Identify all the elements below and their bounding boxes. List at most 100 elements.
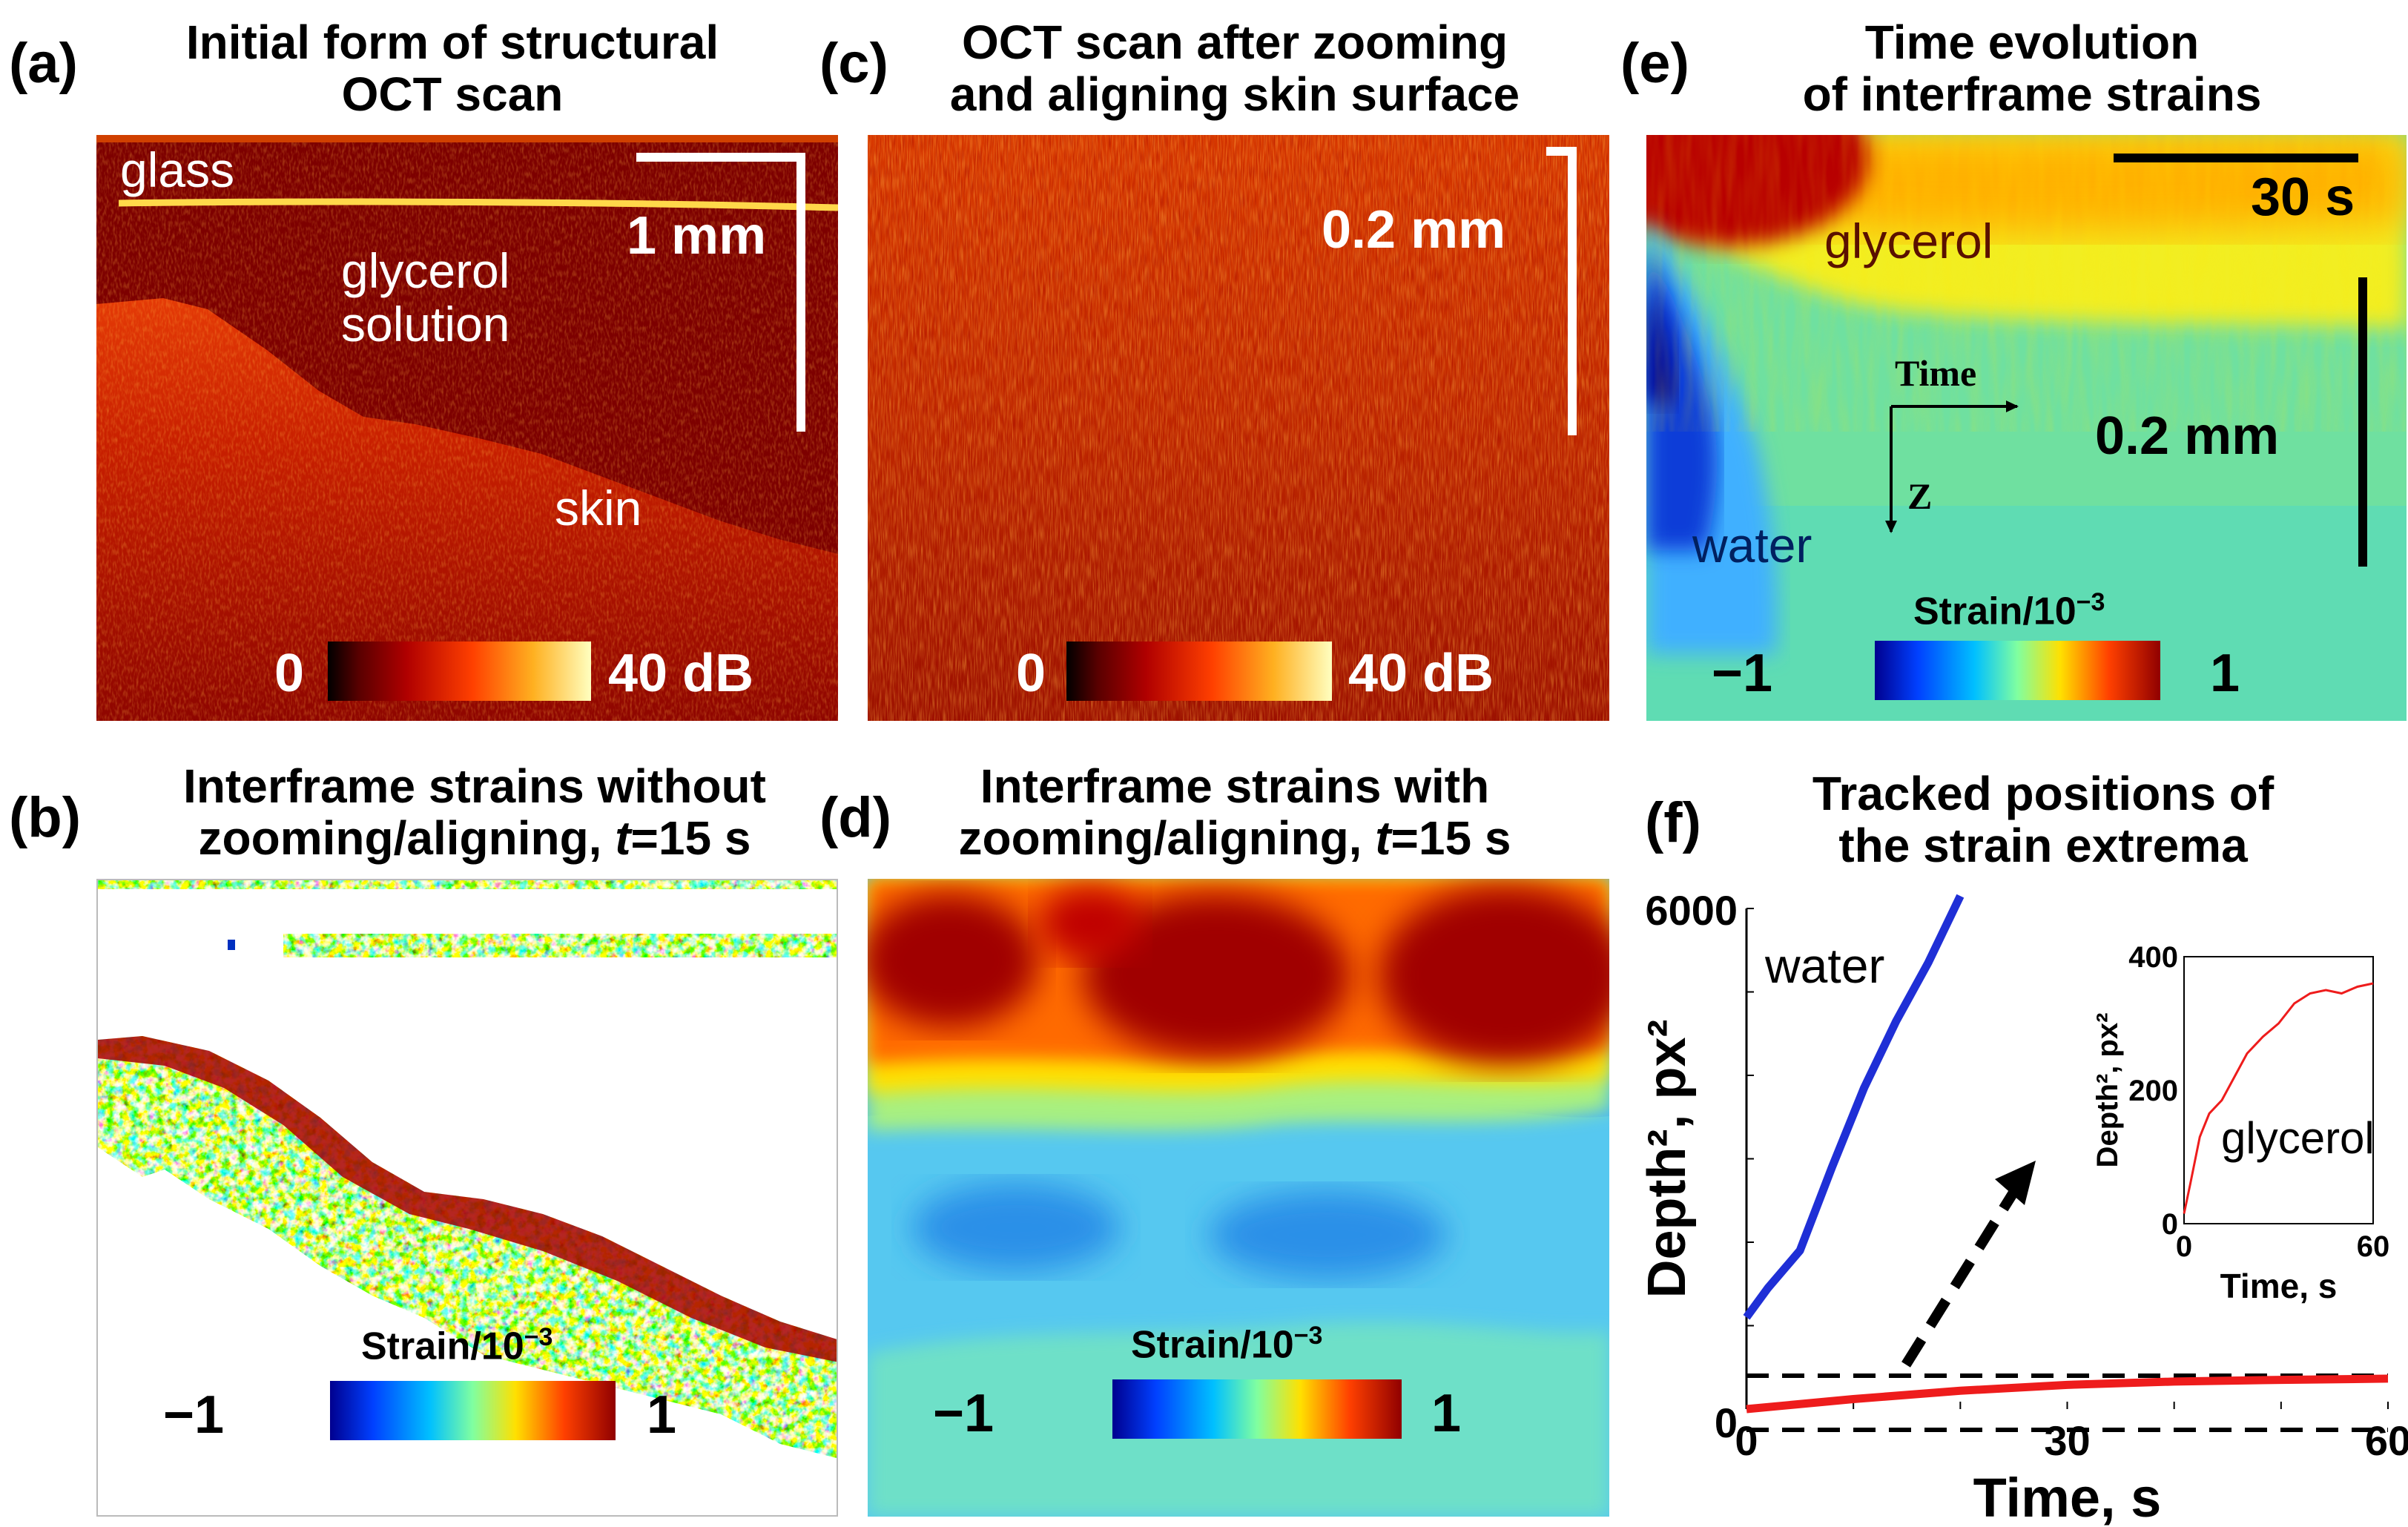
- cbar-b-min: −1: [163, 1385, 225, 1445]
- skin-label: skin: [555, 481, 642, 535]
- cbar-d: [1112, 1379, 1402, 1439]
- panel-e-svg: [1646, 135, 2407, 721]
- water-series-label: water: [1764, 938, 1884, 993]
- cbar-e: [1875, 641, 2160, 700]
- panel-a-title-line2: OCT scan: [341, 67, 564, 121]
- panel-c-title-line1: OCT scan after zooming: [961, 16, 1508, 69]
- panel-d-title-line2: zooming/aligning, t=15 s: [958, 811, 1511, 865]
- inset-series-line-glycerol: [2183, 982, 2374, 1214]
- cbar-d-min: −1: [933, 1384, 994, 1443]
- y-tick-label: 6000: [1645, 887, 1738, 934]
- cbar-e-max: 1: [2210, 644, 2240, 703]
- z-axis-label: Z: [1907, 475, 1933, 517]
- panel-b-title: Interframe strains without zooming/align…: [104, 760, 845, 864]
- series-line-water: [1743, 894, 1965, 1320]
- glycerol-solution-label-line1: glycerol: [341, 243, 510, 298]
- strain-title-e: Strain/10−3: [1913, 588, 2105, 633]
- cbar-b-max: 1: [647, 1385, 677, 1445]
- time-scale-label: 30 s: [2251, 168, 2355, 227]
- panel-a-oct-svg: [96, 135, 838, 721]
- cbar-d-max: 1: [1431, 1384, 1462, 1443]
- cbar-c-min: 0: [1016, 644, 1046, 703]
- panel-e-strain-map: 30 s glycerol 0.2 mm Time Z water Strain…: [1646, 135, 2407, 721]
- strain-title-d: Strain/10−3: [1131, 1322, 1323, 1367]
- cbar-a-min: 0: [274, 644, 305, 703]
- panel-f-title: Tracked positions of the strain extrema: [1728, 768, 2358, 871]
- panel-f-chart: 0 30 60 0 6000 Time, s Depth², px² water 0 60 0 200…: [1637, 887, 2408, 1527]
- d-blue-patch-2: [1209, 1190, 1446, 1279]
- depth-scale-label: 0.2 mm: [2095, 406, 2280, 466]
- d-red-blob-1: [868, 894, 1038, 1027]
- panel-c-oct-image: 0.2 mm 0 40 dB: [868, 135, 1609, 721]
- inset-arrow-line: [1901, 1184, 2022, 1368]
- cbar-c: [1066, 642, 1332, 701]
- panel-e-title-line1: Time evolution: [1864, 16, 2200, 69]
- panel-c-title-line2: and aligning skin surface: [949, 67, 1520, 121]
- x-tick-label: 60: [2365, 1417, 2408, 1464]
- panel-c-oct-svg: [868, 135, 1609, 721]
- panel-d-title-line1: Interframe strains with: [980, 759, 1490, 813]
- inset-y-tick-label: 200: [2128, 1075, 2178, 1107]
- panel-d-strain-map: Strain/10−3 −1 1: [868, 879, 1609, 1517]
- panel-f-title-line1: Tracked positions of: [1812, 767, 2275, 820]
- panel-d-title: Interframe strains with zooming/aligning…: [860, 760, 1609, 864]
- speck: [228, 940, 235, 950]
- water-label-e: water: [1692, 518, 1812, 573]
- panel-b-svg: [98, 880, 837, 1459]
- skin-surface-red: [98, 1036, 837, 1362]
- inset-y-tick-label: 0: [2162, 1208, 2178, 1241]
- cbar-e-min: −1: [1712, 644, 1773, 703]
- d-red-blob-2: [1083, 894, 1350, 1057]
- panel-c-label: (c): [819, 32, 888, 95]
- inset-x-axis-title: Time, s: [2220, 1267, 2338, 1305]
- y-axis-title: Depth², px²: [1637, 1020, 1697, 1299]
- panel-e-label: (e): [1620, 32, 1689, 95]
- glycerol-solution-label-line2: solution: [341, 297, 510, 352]
- scale-bar: [636, 153, 805, 432]
- time-axis-label: Time: [1895, 352, 1977, 394]
- x-tick-label: 0: [1735, 1417, 1758, 1464]
- z-axis-arrowhead: [1885, 521, 1897, 533]
- panel-a-label: (a): [9, 32, 78, 95]
- glycerol-label-e: glycerol: [1824, 214, 1993, 268]
- time-axis-arrowhead: [2006, 400, 2019, 412]
- panel-c-title: OCT scan after zooming and aligning skin…: [860, 16, 1609, 120]
- glass-label: glass: [120, 142, 235, 197]
- d-blue-patch-1: [912, 1183, 1120, 1272]
- panel-b-title-line2: zooming/aligning, t=15 s: [198, 811, 751, 865]
- series-line-glycerol: [1746, 1374, 2389, 1414]
- inset-y-tick-label: 400: [2128, 941, 2178, 974]
- panel-b-strain-map: Strain/10−3 −1 1: [96, 879, 838, 1517]
- inset-x-tick-label: 60: [2357, 1230, 2390, 1263]
- inset-glycerol-label: glycerol: [2221, 1113, 2375, 1163]
- panel-b-label: (b): [9, 786, 82, 849]
- inset-x-tick-label: 0: [2176, 1230, 2192, 1263]
- x-tick-label: 30: [2044, 1417, 2090, 1464]
- e-texture: [1646, 135, 2407, 432]
- speckle-noise: [96, 135, 838, 721]
- scale-bar-c: [1546, 147, 1577, 435]
- top-edge-band: [96, 135, 838, 142]
- panel-a-title: Initial form of structural OCT scan: [111, 16, 794, 120]
- panel-a-title-line1: Initial form of structural: [185, 16, 719, 69]
- c-speckle-dark: [868, 135, 1609, 721]
- strain-title-b: Strain/10−3: [361, 1323, 553, 1368]
- scale-label-1mm: 1 mm: [627, 206, 767, 266]
- cbar-c-max: 40 dB: [1348, 644, 1494, 703]
- depth-scale-bar: [2358, 277, 2367, 567]
- panel-e-title: Time evolution of interframe strains: [1706, 16, 2358, 120]
- panel-b-title-line1: Interframe strains without: [183, 759, 766, 813]
- d-red-blob-4: [1038, 886, 1142, 960]
- cbar-a: [328, 642, 591, 701]
- cbar-a-max: 40 dB: [608, 644, 754, 703]
- glass-strain-band: [283, 934, 837, 957]
- panel-f-title-line2: the strain extrema: [1838, 819, 2248, 872]
- panel-a-oct-image: glass 1 mm glycerol solution skin 0 40 d…: [96, 135, 838, 721]
- scale-label-0.2mm-c: 0.2 mm: [1322, 200, 1506, 260]
- inset-y-axis-title: Depth², px²: [2091, 1013, 2124, 1168]
- y-tick-label: 0: [1715, 1399, 1738, 1446]
- panel-f-label: (f): [1645, 791, 1701, 854]
- inset-arrow-head: [1995, 1161, 2036, 1205]
- inset-frame: [2183, 956, 2374, 1224]
- x-axis-title: Time, s: [1973, 1467, 2162, 1527]
